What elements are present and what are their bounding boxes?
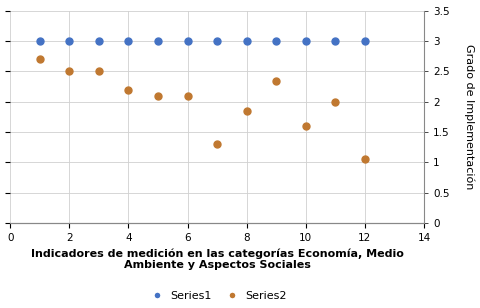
- Series2: [36, 57, 44, 62]
- Series2: [331, 99, 338, 104]
- Series1: [36, 39, 44, 44]
- Series2: [301, 124, 309, 128]
- Series1: [213, 39, 220, 44]
- Series2: [242, 108, 250, 113]
- Series2: [154, 93, 161, 98]
- Series1: [124, 39, 132, 44]
- Series1: [65, 39, 73, 44]
- Series1: [360, 39, 368, 44]
- Series2: [65, 69, 73, 74]
- Series1: [272, 39, 279, 44]
- Series1: [183, 39, 191, 44]
- Series2: [360, 157, 368, 162]
- Series1: [242, 39, 250, 44]
- Legend: Series1, Series2: Series1, Series2: [142, 287, 290, 306]
- Series1: [331, 39, 338, 44]
- Series2: [183, 93, 191, 98]
- Y-axis label: Grado de Implementación: Grado de Implementación: [463, 44, 473, 190]
- Series1: [301, 39, 309, 44]
- Series2: [95, 69, 103, 74]
- X-axis label: Indicadores de medición en las categorías Economía, Medio
Ambiente y Aspectos So: Indicadores de medición en las categoría…: [31, 248, 403, 270]
- Series2: [124, 87, 132, 92]
- Series1: [154, 39, 161, 44]
- Series1: [95, 39, 103, 44]
- Series2: [213, 142, 220, 147]
- Series2: [272, 78, 279, 83]
